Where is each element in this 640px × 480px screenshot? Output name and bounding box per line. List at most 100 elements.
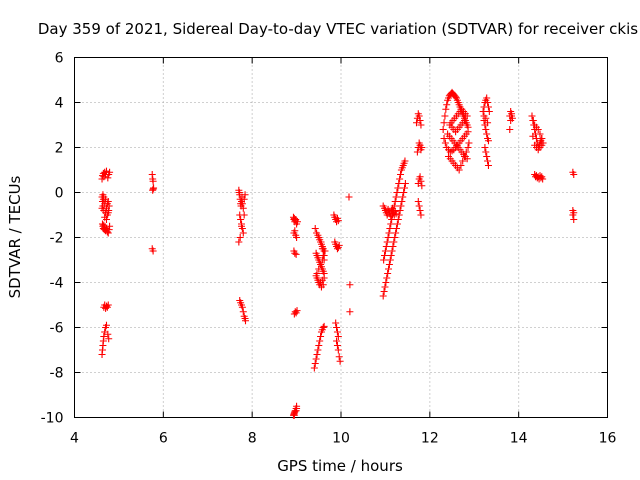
data-point xyxy=(393,220,401,228)
data-point xyxy=(384,270,392,277)
y-axis-label: SDTVAR / TECUs xyxy=(6,175,24,298)
data-point xyxy=(345,193,353,201)
data-point xyxy=(319,281,327,289)
x-tick-label: 10 xyxy=(332,431,350,447)
data-point xyxy=(98,204,106,212)
data-point xyxy=(484,157,492,165)
data-point xyxy=(104,174,112,182)
data-point xyxy=(391,198,399,205)
y-tick-label: 4 xyxy=(55,96,64,112)
data-point xyxy=(483,94,491,102)
data-point xyxy=(239,204,247,212)
data-point xyxy=(106,222,114,230)
data-point xyxy=(235,238,243,246)
data-point xyxy=(418,182,426,190)
data-point xyxy=(335,353,343,361)
y-tick-label: -2 xyxy=(50,231,64,247)
data-point xyxy=(382,243,390,250)
data-point xyxy=(379,292,387,300)
data-point xyxy=(102,195,110,203)
data-point xyxy=(334,346,342,354)
data-point xyxy=(390,202,398,210)
data-point xyxy=(384,234,392,241)
data-point xyxy=(238,303,246,311)
data-point xyxy=(506,126,514,133)
data-point xyxy=(529,132,537,140)
data-point xyxy=(317,238,325,246)
data-point xyxy=(102,321,110,329)
data-point xyxy=(416,117,424,124)
data-point xyxy=(539,139,547,147)
y-tick-label: 0 xyxy=(55,186,64,202)
data-point xyxy=(539,175,547,183)
data-point xyxy=(464,128,472,136)
data-point xyxy=(383,238,391,246)
data-point xyxy=(464,144,472,151)
data-point xyxy=(242,317,250,325)
data-point xyxy=(333,342,341,349)
data-point xyxy=(149,185,157,193)
data-point xyxy=(446,148,454,156)
data-point xyxy=(538,135,546,142)
data-point xyxy=(443,101,451,109)
data-point xyxy=(100,333,108,340)
data-point xyxy=(394,184,402,192)
data-point xyxy=(459,157,467,165)
data-point xyxy=(391,234,399,241)
data-point xyxy=(441,112,449,120)
data-point xyxy=(291,308,299,316)
data-point xyxy=(336,357,344,365)
data-point xyxy=(311,225,319,232)
data-point xyxy=(293,234,301,241)
data-point xyxy=(534,126,542,133)
data-point xyxy=(389,211,397,219)
data-point xyxy=(314,346,322,354)
data-point xyxy=(463,112,471,120)
data-point xyxy=(440,119,448,127)
data-point xyxy=(383,274,391,282)
data-point xyxy=(380,256,388,264)
data-point xyxy=(241,191,249,199)
data-point xyxy=(395,211,403,219)
data-point xyxy=(508,112,516,120)
data-point xyxy=(389,207,397,214)
data-point xyxy=(415,112,423,120)
data-point xyxy=(416,173,424,181)
data-point xyxy=(332,319,340,327)
data-point xyxy=(413,119,421,127)
data-point xyxy=(484,137,492,145)
data-point xyxy=(414,198,422,205)
data-point xyxy=(537,174,545,182)
x-axis-label: GPS time / hours xyxy=(277,457,403,475)
data-point xyxy=(481,144,489,151)
data-point xyxy=(479,108,487,115)
data-point xyxy=(104,229,112,237)
data-point xyxy=(346,281,354,289)
data-point xyxy=(149,177,157,185)
axis-tick-labels: 4 6 8 10 12 14 16 -10 -8 -6 -4 -2 0 2 4 6 xyxy=(41,51,617,447)
data-point xyxy=(104,330,112,338)
data-point xyxy=(460,117,468,124)
data-point xyxy=(392,193,400,201)
data-point xyxy=(320,322,328,330)
data-point xyxy=(320,274,328,282)
data-point xyxy=(239,229,247,237)
data-point xyxy=(237,216,245,223)
data-point xyxy=(318,245,326,253)
data-point xyxy=(106,168,114,176)
data-point xyxy=(315,265,323,273)
data-point xyxy=(149,247,157,255)
data-point xyxy=(528,112,536,120)
data-point xyxy=(457,162,465,169)
x-tick-label: 16 xyxy=(599,431,617,447)
data-point xyxy=(393,189,401,196)
data-point xyxy=(387,252,395,259)
data-point xyxy=(334,217,342,225)
data-point xyxy=(381,252,389,259)
data-point xyxy=(238,200,246,208)
data-point xyxy=(291,249,299,257)
data-point xyxy=(439,126,447,133)
data-point xyxy=(416,207,424,214)
data-point xyxy=(393,225,401,232)
